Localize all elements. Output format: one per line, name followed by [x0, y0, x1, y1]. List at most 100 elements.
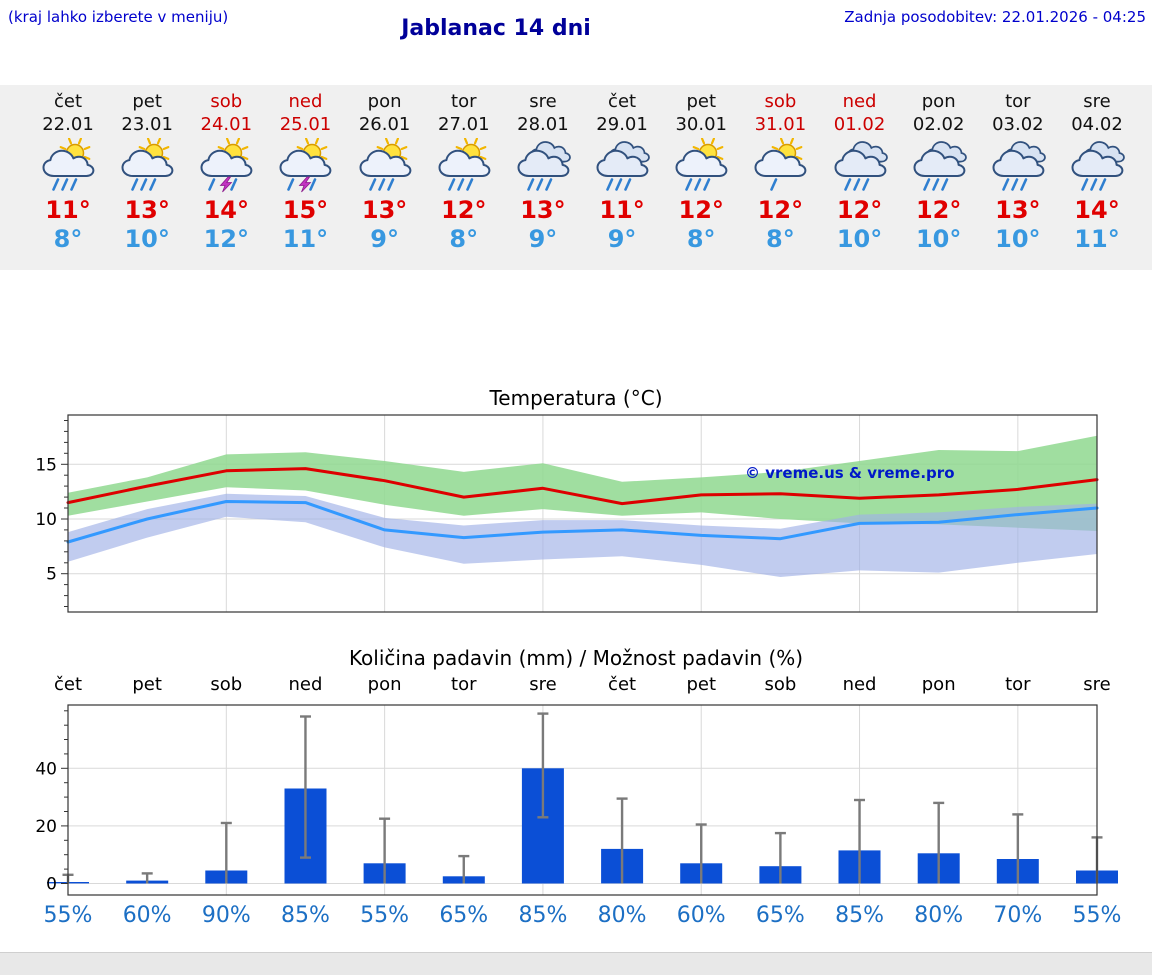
rain-glyph	[1002, 178, 1010, 191]
day-name: pet	[132, 91, 162, 112]
forecast-day-9: sob 31.01 12° 8°	[740, 90, 820, 254]
day-date: 27.01	[438, 114, 490, 135]
precip-day-label: pet	[132, 674, 162, 695]
high-temp: 12°	[678, 196, 724, 224]
precip-probability: 65%	[755, 903, 805, 928]
temperature-chart: 5 10 15 © vreme.us & vreme.pro	[0, 405, 1152, 633]
line-min-temp	[66, 500, 1099, 544]
day-date: 30.01	[675, 114, 727, 135]
forecast-day-2: sob 24.01 14° 12°	[186, 90, 266, 254]
low-temp: 8°	[449, 225, 479, 253]
rain-glyph	[61, 178, 69, 191]
footer-bar	[0, 952, 1152, 975]
low-temp: 8°	[53, 225, 83, 253]
rain-glyph	[922, 178, 930, 191]
precip-day-labels: čet pet sob ned pon tor sre čet pet sob ned pon tor s…	[0, 674, 1152, 698]
day-name: sre	[1083, 91, 1111, 112]
cloud-glyph	[834, 149, 886, 177]
high-temp: 15°	[282, 196, 329, 224]
lightning-glyph	[299, 176, 312, 193]
precip-probability: 55%	[43, 903, 93, 928]
precip-chart-title: Količina padavin (mm) / Možnost padavin …	[348, 646, 804, 670]
forecast-day-3: ned 25.01 15° 11°	[265, 90, 345, 254]
rain-glyph	[852, 178, 860, 191]
cloud-glyph	[1071, 149, 1124, 177]
precip-day-label: pon	[367, 674, 402, 695]
cloud-rain-icon	[899, 138, 979, 196]
rain-glyph	[940, 178, 948, 191]
precip-day-label: sre	[529, 674, 557, 695]
low-temp: 10°	[836, 225, 883, 253]
day-date: 29.01	[596, 114, 648, 135]
rain-glyph	[131, 178, 139, 191]
cloud-glyph	[596, 149, 649, 177]
day-name: pon	[921, 91, 956, 112]
watermark-link[interactable]: © vreme.us & vreme.pro	[745, 464, 955, 482]
last-updated: Zadnja posodobitev: 22.01.2026 - 04:25	[844, 8, 1146, 26]
cloud-glyph	[517, 149, 570, 177]
day-name: sre	[529, 91, 557, 112]
day-name: pet	[686, 91, 716, 112]
forecast-day-8: pet 30.01 12° 8°	[661, 90, 741, 254]
day-date: 28.01	[517, 114, 569, 135]
day-date: 31.01	[754, 114, 807, 135]
day-name: tor	[451, 91, 477, 112]
low-temp: 11°	[282, 225, 329, 253]
high-temp: 12°	[915, 196, 962, 224]
rain-glyph	[368, 178, 376, 191]
precip-chart: 0 20 40	[0, 700, 1152, 905]
low-temp: 10°	[124, 225, 170, 253]
precip-ytick-label: 20	[35, 817, 57, 837]
cloud-glyph	[359, 149, 412, 177]
forecast-day-11: pon 02.02 12° 10°	[899, 90, 979, 254]
rain-glyph	[140, 178, 148, 191]
day-date: 24.01	[200, 114, 253, 135]
precip-probability: 80%	[914, 903, 964, 928]
low-temp: 10°	[995, 225, 1041, 253]
precip-probability: 85%	[281, 903, 330, 928]
precip-day-label: tor	[451, 674, 477, 695]
rain-glyph	[465, 178, 474, 191]
day-name: tor	[1005, 91, 1031, 112]
rain-glyph	[615, 178, 623, 191]
sun-rain-icon	[28, 137, 108, 196]
rain-glyph	[1020, 178, 1028, 191]
day-date: 04.02	[1071, 114, 1123, 135]
precip-probability: 60%	[676, 903, 726, 928]
rain-glyph	[1081, 178, 1089, 191]
precip-probability: 60%	[122, 903, 172, 928]
precip-probability: 65%	[439, 903, 489, 928]
high-temp: 14°	[1074, 196, 1120, 224]
forecast-day-6: sre 28.01 13° 9°	[503, 90, 583, 254]
forecast-day-1: pet 23.01 13° 10°	[107, 90, 187, 254]
precip-probability: 70%	[993, 903, 1043, 928]
precip-ytick-label: 0	[46, 875, 57, 895]
temp-ytick-label: 15	[35, 455, 57, 475]
precip-probability: 85%	[835, 903, 884, 928]
day-date: 26.01	[358, 114, 411, 135]
rain-glyph	[456, 178, 465, 191]
sun-rain-icon	[661, 137, 741, 196]
rain-glyph	[52, 178, 60, 191]
rain-glyph	[1090, 178, 1098, 191]
sun-storm-icon	[265, 137, 345, 196]
temp-ytick-label: 5	[46, 565, 57, 585]
sun-cloud-icon	[740, 137, 820, 196]
precip-day-label: tor	[1005, 674, 1031, 695]
forecast-day-12: tor 03.02 13° 10°	[978, 90, 1058, 254]
precip-day-label: ned	[288, 674, 323, 695]
rain-glyph	[287, 178, 295, 191]
precip-day-label: čet	[608, 674, 637, 695]
page-title: Jablanac 14 dni	[401, 16, 591, 41]
forecast-day-13: sre 04.02 14° 11°	[1057, 90, 1137, 254]
rain-glyph	[377, 178, 385, 191]
high-temp: 11°	[45, 196, 91, 224]
day-date: 03.02	[992, 114, 1044, 135]
temperature-chart-title: Temperatura (°C)	[489, 386, 663, 410]
cloud-glyph	[913, 149, 966, 177]
low-temp: 8°	[766, 225, 795, 253]
forecast-day-5: tor 27.01 12° 8°	[424, 90, 504, 254]
rain-glyph	[843, 178, 851, 191]
cloud-rain-icon	[820, 138, 900, 196]
